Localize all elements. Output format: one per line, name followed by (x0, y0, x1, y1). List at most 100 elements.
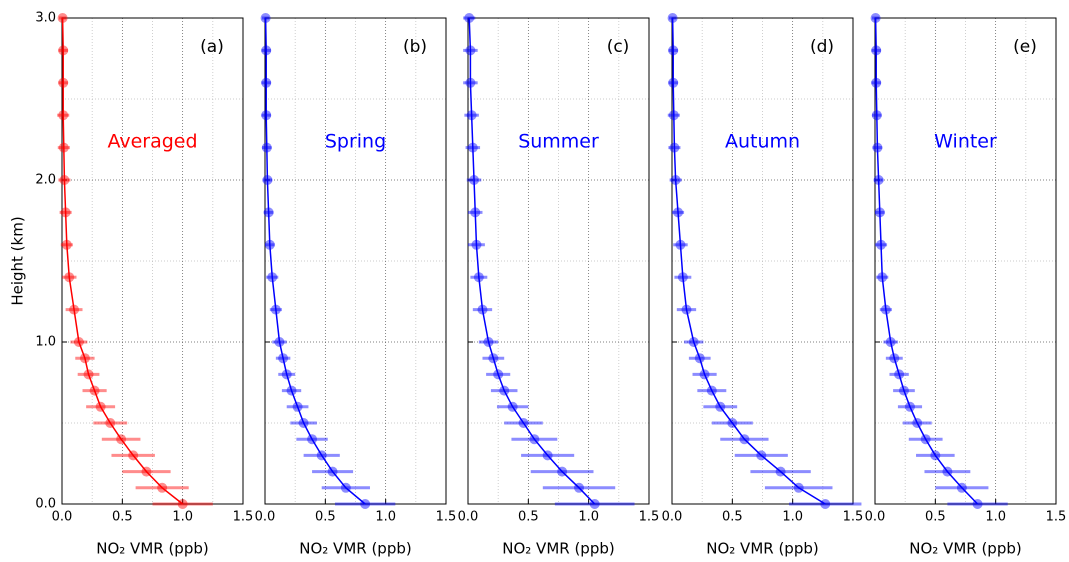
data-point (95, 401, 106, 412)
data-point (58, 142, 69, 153)
data-point (274, 337, 285, 347)
x-tick-label: 1.5 (1046, 510, 1067, 525)
data-point (59, 175, 70, 185)
data-point (60, 207, 71, 218)
x-axis-label: NO₂ VMR (ppb) (96, 540, 208, 558)
data-point (589, 499, 600, 509)
profile-line (264, 17, 366, 505)
profile-line (874, 17, 979, 505)
data-point (116, 434, 127, 445)
data-point (470, 207, 481, 218)
x-tick-label: 0.5 (925, 510, 946, 525)
data-point (292, 401, 303, 412)
data-point (499, 385, 510, 396)
panel-label: (c) (607, 37, 630, 57)
x-tick-label: 0.0 (865, 510, 886, 525)
x-tick-label: 1.5 (843, 510, 864, 525)
y-tick-label: 3.0 (35, 11, 56, 26)
data-point (83, 369, 94, 380)
data-point (89, 385, 100, 396)
x-axis-label: NO₂ VMR (ppb) (502, 540, 614, 558)
series-label: Spring (325, 131, 386, 153)
x-tick-label: 0.5 (518, 510, 539, 525)
data-point (518, 418, 529, 428)
data-point (557, 466, 568, 477)
data-point (261, 45, 272, 56)
x-tick-label: 1.5 (639, 510, 660, 525)
data-point (668, 77, 679, 88)
data-point (775, 466, 786, 477)
data-point (675, 239, 686, 250)
data-point (471, 239, 482, 250)
data-point (278, 353, 289, 364)
x-tick-label: 1.0 (782, 510, 803, 525)
x-tick-label: 0.5 (722, 510, 743, 525)
data-point (876, 239, 887, 250)
data-point (105, 418, 116, 428)
data-point (465, 45, 476, 56)
plot-frame (467, 17, 650, 505)
profile-line (61, 17, 184, 505)
data-point (972, 499, 983, 509)
data-point (263, 207, 274, 218)
data-point (260, 13, 271, 23)
x-tick-label: 0.0 (52, 510, 73, 525)
x-axis-label: NO₂ VMR (ppb) (299, 540, 411, 558)
profile-line (468, 17, 596, 505)
data-point (756, 450, 767, 461)
data-point (316, 450, 327, 461)
series-label: Winter (934, 131, 997, 153)
data-point (669, 142, 680, 153)
plot-frame (671, 17, 854, 505)
data-point (956, 482, 967, 493)
data-point (898, 385, 909, 396)
data-point (465, 77, 476, 88)
data-point (488, 353, 499, 364)
data-point (157, 482, 168, 493)
data-point (885, 337, 896, 347)
data-point (267, 272, 278, 283)
x-tick-label: 0.5 (112, 510, 133, 525)
data-point (73, 337, 84, 347)
data-point (872, 142, 883, 153)
data-point (739, 434, 750, 445)
data-point (477, 304, 488, 315)
x-tick-label: 1.5 (233, 510, 254, 525)
data-point (871, 110, 882, 121)
data-point (542, 450, 553, 461)
data-point (327, 466, 338, 477)
data-point (681, 304, 692, 315)
series-label: Averaged (107, 131, 197, 153)
data-point (340, 482, 351, 493)
data-point (920, 434, 931, 445)
x-axis-label: NO₂ VMR (ppb) (909, 540, 1021, 558)
data-point (877, 272, 888, 283)
data-point (715, 401, 726, 412)
x-tick-label: 1.0 (375, 510, 396, 525)
data-point (61, 239, 72, 250)
data-point (493, 369, 504, 380)
data-point (668, 45, 679, 56)
x-tick-label: 1.0 (172, 510, 193, 525)
data-point (677, 272, 688, 283)
data-point (270, 304, 281, 315)
data-point (727, 418, 738, 428)
data-point (286, 385, 297, 396)
data-point (507, 401, 518, 412)
x-tick-label: 0.0 (662, 510, 683, 525)
data-point (264, 239, 275, 250)
x-tick-label: 1.0 (985, 510, 1006, 525)
plot-frame (874, 17, 1057, 505)
data-point (820, 499, 831, 509)
x-axis-label: NO₂ VMR (ppb) (706, 540, 818, 558)
data-point (930, 450, 941, 461)
data-point (64, 272, 75, 283)
x-tick-label: 0.5 (315, 510, 336, 525)
data-point (688, 337, 699, 347)
data-point (464, 13, 475, 23)
data-point (58, 77, 69, 88)
data-point (574, 482, 585, 493)
data-point (360, 499, 371, 509)
data-point (141, 466, 152, 477)
